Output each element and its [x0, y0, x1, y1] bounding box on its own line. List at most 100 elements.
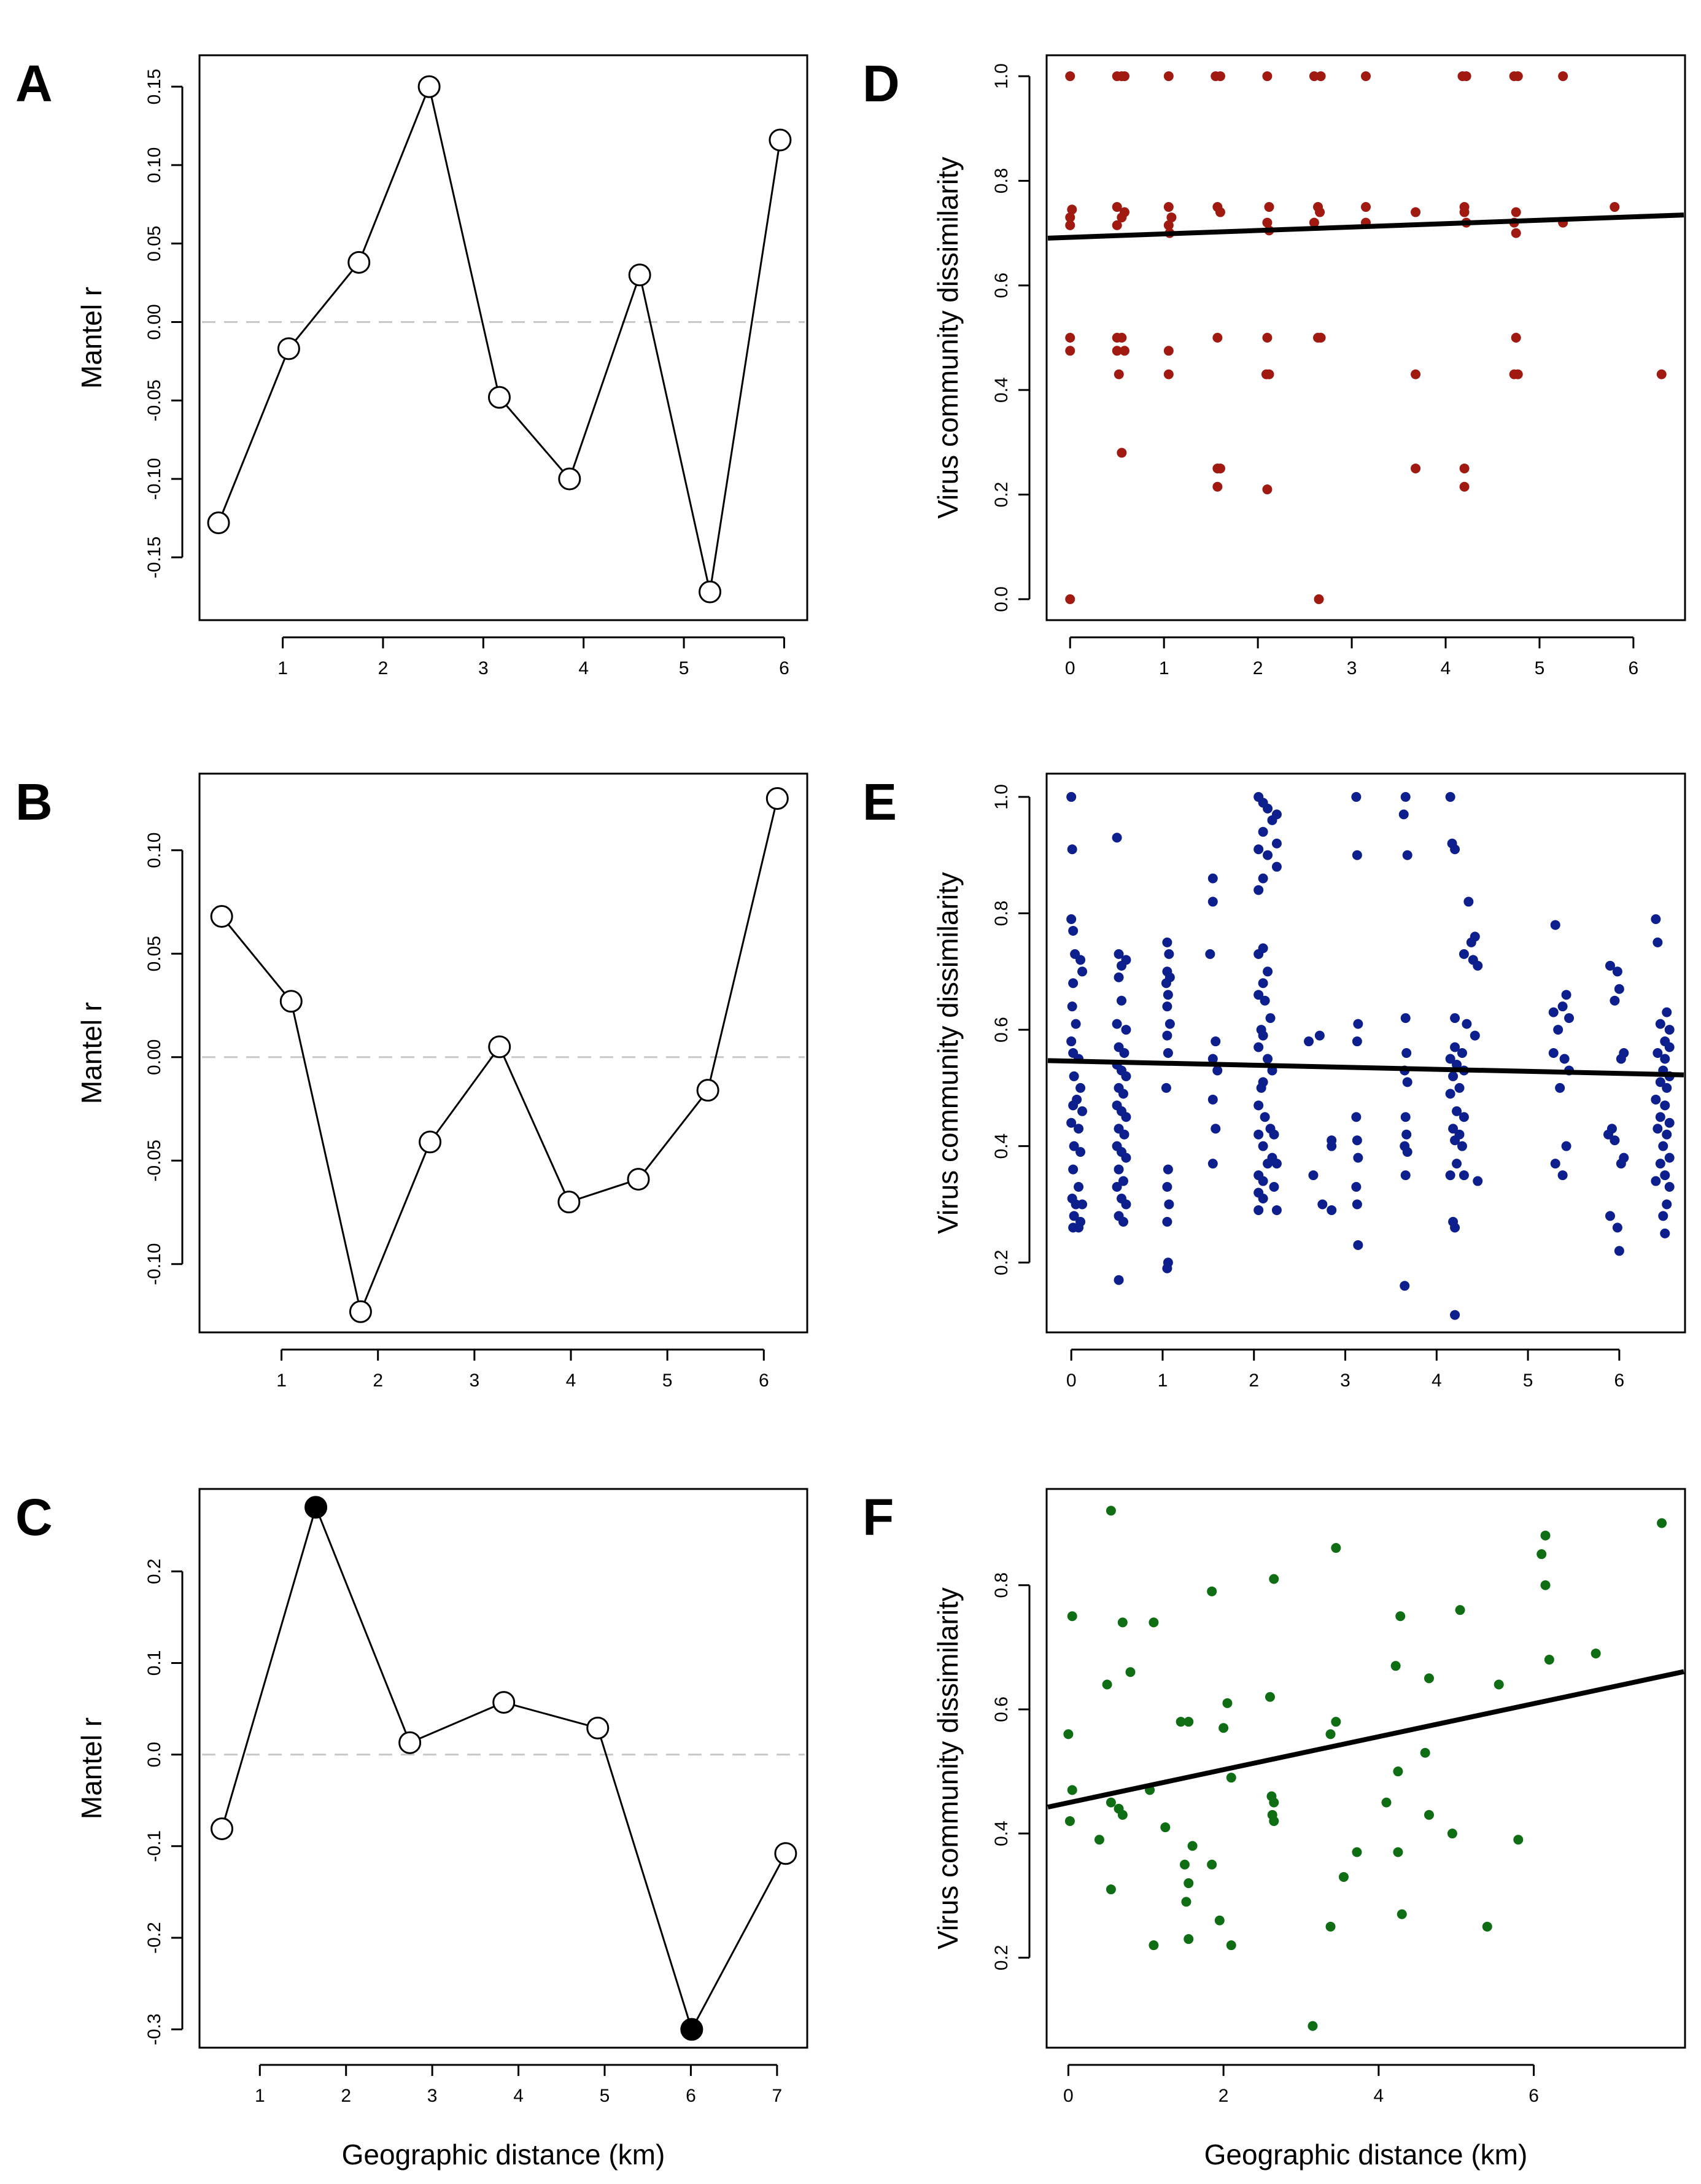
panel-e-scatter-point — [1118, 1216, 1128, 1227]
panel-e-scatter-point — [1258, 1141, 1268, 1151]
panel-e-scatter-point — [1164, 1199, 1174, 1210]
panel-a-x-tick-label: 2 — [378, 658, 389, 678]
panel-d-scatter-point — [1163, 346, 1174, 356]
panel-d-scatter-point — [1212, 333, 1223, 343]
panel-e-scatter-point — [1450, 1042, 1460, 1052]
panel-d-scatter-point — [1511, 333, 1521, 343]
panel-e-scatter-point — [1263, 1054, 1273, 1064]
panel-d-scatter-point — [1361, 71, 1371, 82]
panel-d-scatter-point — [1262, 71, 1273, 82]
panel-e-scatter-point — [1351, 1112, 1362, 1122]
panel-e-scatter-point — [1653, 1124, 1663, 1134]
panel-e-scatter-point — [1068, 978, 1079, 989]
panel-e-scatter-point — [1351, 791, 1362, 802]
panel-e-scatter-point — [1121, 1071, 1131, 1081]
panel-f-scatter-point — [1393, 1847, 1403, 1857]
panel-b-point — [210, 905, 233, 928]
panel-e-scatter-point — [1114, 972, 1124, 982]
panel-f-scatter-point — [1591, 1648, 1601, 1658]
panel-e-scatter-point — [1400, 1170, 1411, 1181]
panel-e-scatter-point — [1660, 1170, 1670, 1181]
panel-e-scatter-point — [1353, 1240, 1363, 1250]
panel-f-scatter-point — [1395, 1611, 1406, 1622]
panel-f-scatter-point — [1117, 1617, 1128, 1628]
panel-b-point — [696, 1079, 719, 1102]
panel-e-scatter-point — [1075, 1147, 1086, 1157]
panel-d-scatter-point — [1065, 220, 1075, 230]
panel-f-scatter-point — [1067, 1785, 1077, 1795]
panel-e-scatter-point — [1450, 1222, 1460, 1233]
panel-e-scatter-point — [1114, 949, 1124, 959]
panel-e-scatter-point — [1121, 1112, 1131, 1122]
panel-d-scatter-point — [1065, 594, 1075, 604]
panel-d-y-label: Virus community dissimilarity — [932, 157, 964, 519]
panel-e-scatter-point — [1162, 1263, 1172, 1273]
panel-e-scatter-point — [1317, 1199, 1328, 1210]
panel-c-significant-point — [304, 1496, 328, 1519]
panel-d-y-tick-label: 0.0 — [991, 586, 1012, 612]
panel-f-scatter-point — [1149, 1940, 1159, 1951]
panel-e-scatter-point — [1457, 1048, 1467, 1058]
panel-e-scatter-point — [1258, 1176, 1268, 1186]
panel-e-scatter-point — [1452, 1106, 1462, 1116]
panel-e-plot-frame — [1045, 772, 1686, 1334]
panel-d-scatter-point — [1119, 346, 1129, 356]
panel-e-scatter-point — [1616, 1159, 1626, 1169]
panel-a-y-tick-label: -0.15 — [144, 537, 165, 578]
panel-e-scatter-point — [1074, 1124, 1084, 1134]
panel-e-scatter-point — [1253, 1129, 1264, 1140]
panel-d-scatter-point — [1065, 346, 1075, 356]
panel-b-x-tick-label: 4 — [566, 1370, 576, 1391]
panel-d-scatter-point — [1065, 212, 1075, 223]
panel-c-x-tick-label: 1 — [255, 2086, 265, 2106]
panel-e-x-tick-label: 0 — [1066, 1370, 1077, 1391]
panel-e-scatter-point — [1605, 960, 1615, 971]
panel-f-scatter-point — [1187, 1841, 1198, 1851]
panel-d-y-tick-label: 0.2 — [991, 482, 1012, 508]
panel-e-scatter-point — [1555, 1082, 1565, 1093]
panel-a-letter: A — [15, 55, 53, 112]
panel-d-x-tick-label: 5 — [1535, 658, 1545, 678]
panel-e-scatter-point — [1253, 1042, 1264, 1052]
panel-f-scatter-point — [1269, 1574, 1279, 1584]
panel-c-x-tick-label: 7 — [772, 2086, 783, 2106]
panel-b-y-label: Mantel r — [76, 1002, 107, 1104]
panel-e-scatter-point — [1400, 1013, 1411, 1024]
panel-e-scatter-point — [1163, 1048, 1173, 1058]
panel-c-y-tick-label: -0.1 — [144, 1830, 165, 1862]
panel-f-scatter-point — [1657, 1518, 1667, 1528]
panel-e-scatter-point — [1400, 1281, 1410, 1291]
panel-f-scatter-point — [1331, 1543, 1341, 1553]
panel-e-scatter-point — [1207, 873, 1218, 884]
panel-e-scatter-point — [1163, 990, 1173, 1000]
panel-d-plot-frame — [1045, 54, 1686, 621]
panel-e-scatter-point — [1655, 1019, 1665, 1029]
panel-d-y-tick-label: 1.0 — [991, 63, 1012, 89]
panel-f-scatter-point — [1106, 1884, 1116, 1895]
panel-e-scatter-point — [1077, 966, 1088, 977]
panel-e-scatter-point — [1614, 984, 1624, 994]
panel-e-scatter-point — [1075, 955, 1086, 965]
panel-e-scatter-point — [1066, 914, 1077, 924]
panel-f-x-tick-label: 6 — [1529, 2086, 1539, 2106]
panel-e-scatter-point — [1559, 1054, 1570, 1064]
panel-a-x-tick-label: 1 — [277, 658, 288, 678]
panel-b-point — [557, 1191, 581, 1214]
panel-c-y-tick-label: 0.0 — [144, 1742, 165, 1768]
panel-f-scatter-point — [1184, 1878, 1194, 1889]
panel-e-scatter-point — [1462, 1019, 1472, 1029]
panel-e-x-tick-label: 2 — [1249, 1370, 1259, 1391]
panel-e-scatter-point — [1610, 995, 1620, 1006]
panel-b-point — [765, 787, 789, 810]
panel-f-scatter-point — [1544, 1655, 1554, 1665]
panel-d-scatter-point — [1656, 369, 1667, 379]
panel-a: A 1 2 3 4 5 6 -0.15 -0.10 -0.05 0.00 0.05 0.10 0.15 Ma… — [15, 54, 808, 678]
panel-d-scatter-point — [1163, 220, 1174, 230]
panel-e-scatter-point — [1658, 1211, 1668, 1221]
panel-f-scatter-point — [1102, 1679, 1112, 1690]
panel-d-scatter-point — [1067, 204, 1077, 215]
panel-e-scatter-point — [1121, 1152, 1131, 1163]
panel-e-scatter-point — [1612, 1222, 1622, 1233]
panel-e-scatter-point — [1352, 1036, 1362, 1047]
